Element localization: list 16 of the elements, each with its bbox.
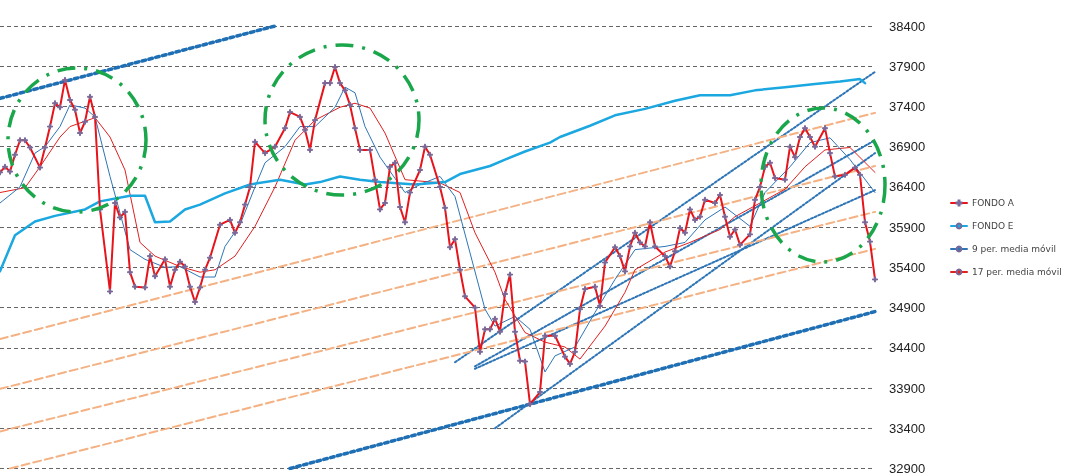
y-tick-label: 34900 — [889, 300, 926, 316]
y-tick-label: 37400 — [889, 98, 926, 114]
y-tick-label: 36400 — [889, 179, 926, 195]
y-tick-label: 36900 — [889, 139, 926, 155]
legend-label: FONDO E — [972, 221, 1014, 231]
legend-label: 9 per. media móvil — [972, 244, 1056, 254]
y-tick-label: 33400 — [889, 420, 926, 436]
y-tick-label: 37900 — [889, 58, 926, 74]
y-tick-label: 35400 — [889, 259, 926, 275]
y-tick-label: 33900 — [889, 380, 926, 396]
legend-label: FONDO A — [972, 198, 1015, 208]
y-tick-label: 38400 — [889, 18, 926, 34]
y-tick-label: 34400 — [889, 340, 926, 356]
legend-label: 17 per. media móvil — [972, 267, 1062, 277]
y-tick-label: 32900 — [889, 461, 926, 475]
y-tick-label: 35900 — [889, 219, 926, 235]
